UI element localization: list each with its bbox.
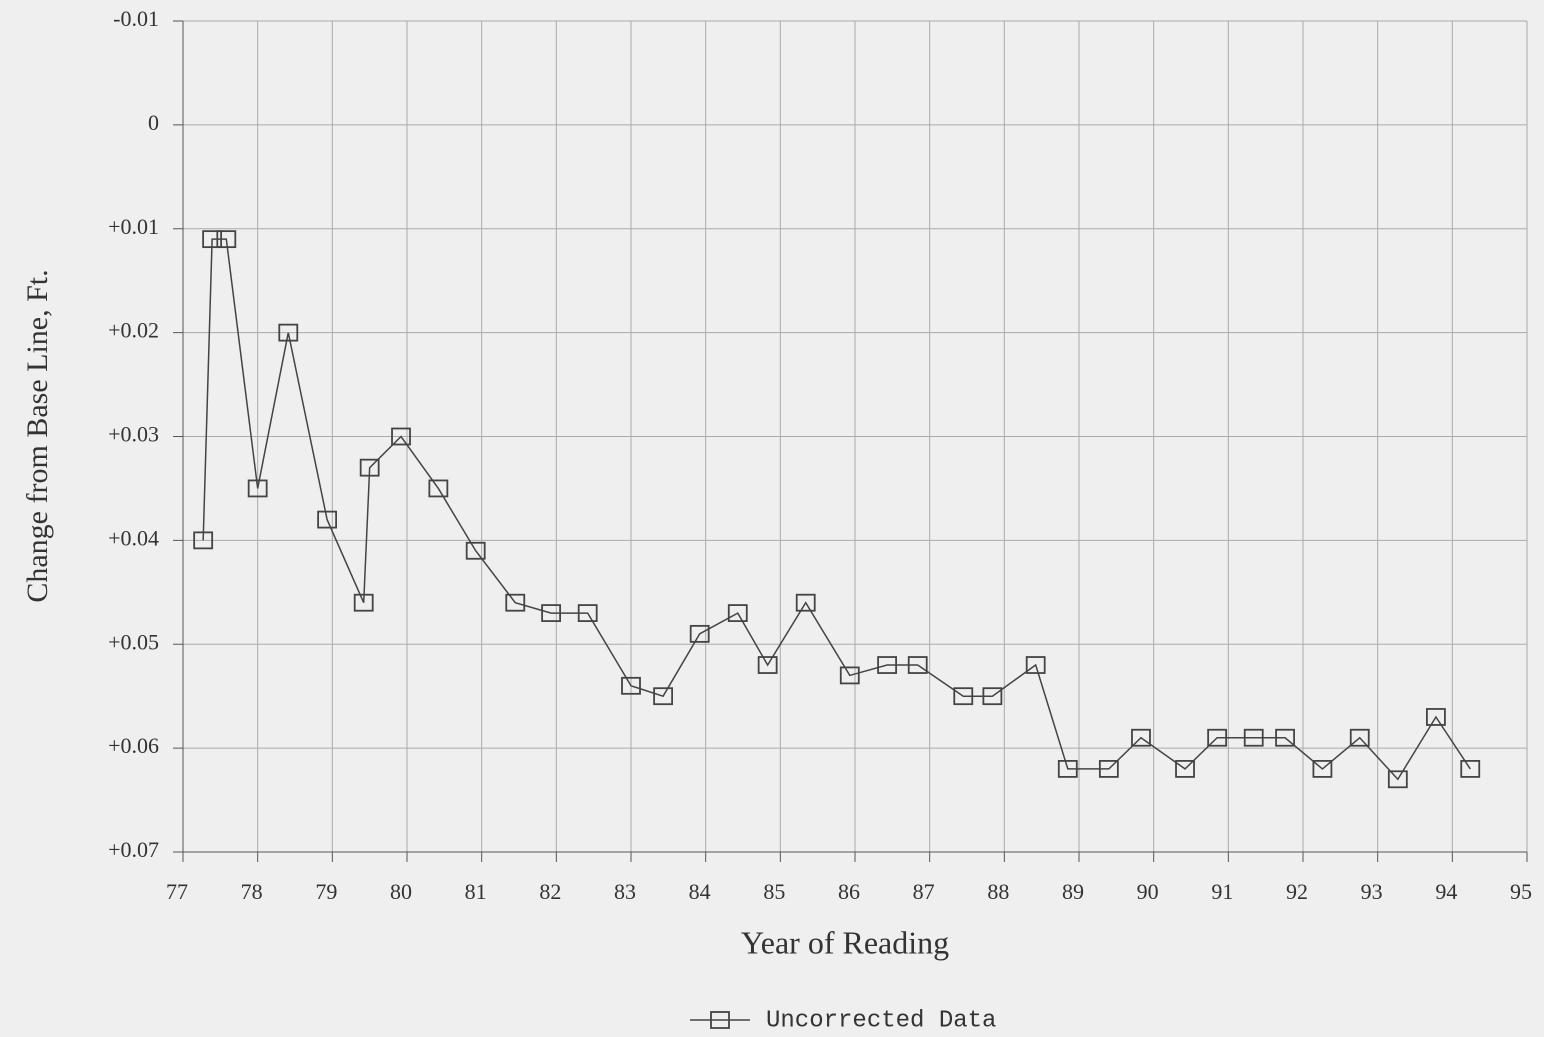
data-line <box>202 238 1471 781</box>
x-tick-label: 95 <box>1510 879 1532 904</box>
x-tick-label: 92 <box>1286 879 1308 904</box>
data-marker <box>216 230 237 249</box>
data-marker <box>505 593 526 612</box>
x-tick-label: 85 <box>763 879 785 904</box>
data-marker <box>465 541 486 560</box>
y-tick-label: +0.05 <box>108 629 159 654</box>
data-marker <box>1025 656 1046 674</box>
data-marker <box>1312 760 1333 778</box>
y-tick-label: +0.07 <box>108 837 159 862</box>
data-marker <box>247 479 268 498</box>
data-marker <box>953 687 974 706</box>
data-marker <box>278 323 299 342</box>
data-marker <box>391 427 411 446</box>
data-marker <box>1131 728 1151 747</box>
legend-label: Uncorrected Data <box>766 1007 996 1034</box>
x-tick-label: 82 <box>539 879 561 904</box>
x-tick-label: 86 <box>838 879 860 904</box>
x-tick-label: 87 <box>913 879 935 904</box>
data-marker <box>1057 760 1078 778</box>
data-marker <box>359 458 380 477</box>
data-marker <box>202 230 223 249</box>
x-tick-label: 80 <box>390 879 412 904</box>
y-tick-label: -0.01 <box>113 6 159 31</box>
x-axis-label: Year of Reading <box>741 924 949 960</box>
x-tick-label: 83 <box>614 879 636 904</box>
x-tick-label: 93 <box>1361 879 1383 904</box>
data-marker <box>428 479 449 498</box>
x-tick-label: 78 <box>241 879 263 904</box>
data-marker <box>621 676 641 695</box>
y-tick-label: +0.04 <box>108 525 159 550</box>
x-tick-label: 88 <box>987 879 1009 904</box>
x-tick-label: 84 <box>689 879 711 904</box>
data-marker <box>317 510 338 529</box>
data-marker <box>795 593 816 612</box>
x-tick-label: 90 <box>1137 879 1159 904</box>
data-marker <box>541 604 562 622</box>
data-marker <box>907 656 928 674</box>
data-marker <box>193 531 214 550</box>
x-tick-label: 81 <box>465 879 487 904</box>
data-marker <box>1175 760 1195 778</box>
y-tick-label: +0.02 <box>108 318 159 343</box>
x-tick-label: 89 <box>1062 879 1084 904</box>
y-tick-label: +0.01 <box>108 214 159 239</box>
data-marker <box>1387 770 1408 789</box>
y-axis-label: Change from Base Line, Ft. <box>21 269 54 602</box>
y-tick-label: +0.06 <box>108 733 159 758</box>
x-tick-label: 79 <box>315 879 337 904</box>
data-marker <box>757 656 778 674</box>
data-marker <box>1275 728 1295 747</box>
data-marker <box>1243 728 1264 747</box>
data-marker <box>689 624 710 643</box>
legend-marker <box>710 1011 730 1029</box>
data-marker <box>653 687 674 706</box>
data-marker <box>982 687 1003 706</box>
data-marker <box>353 593 374 612</box>
data-marker <box>727 604 748 622</box>
x-tick-label: 91 <box>1211 879 1233 904</box>
x-tick-label: 77 <box>166 879 188 904</box>
data-marker <box>877 656 898 674</box>
data-marker <box>839 666 860 685</box>
y-tick-label: 0 <box>148 110 159 135</box>
data-marker <box>1207 728 1228 747</box>
data-marker <box>1098 760 1119 778</box>
data-marker <box>1426 708 1446 726</box>
data-marker <box>1349 728 1370 747</box>
x-tick-label: 94 <box>1435 879 1457 904</box>
data-marker <box>577 604 598 622</box>
data-marker <box>1460 760 1481 778</box>
y-tick-label: +0.03 <box>108 422 159 447</box>
